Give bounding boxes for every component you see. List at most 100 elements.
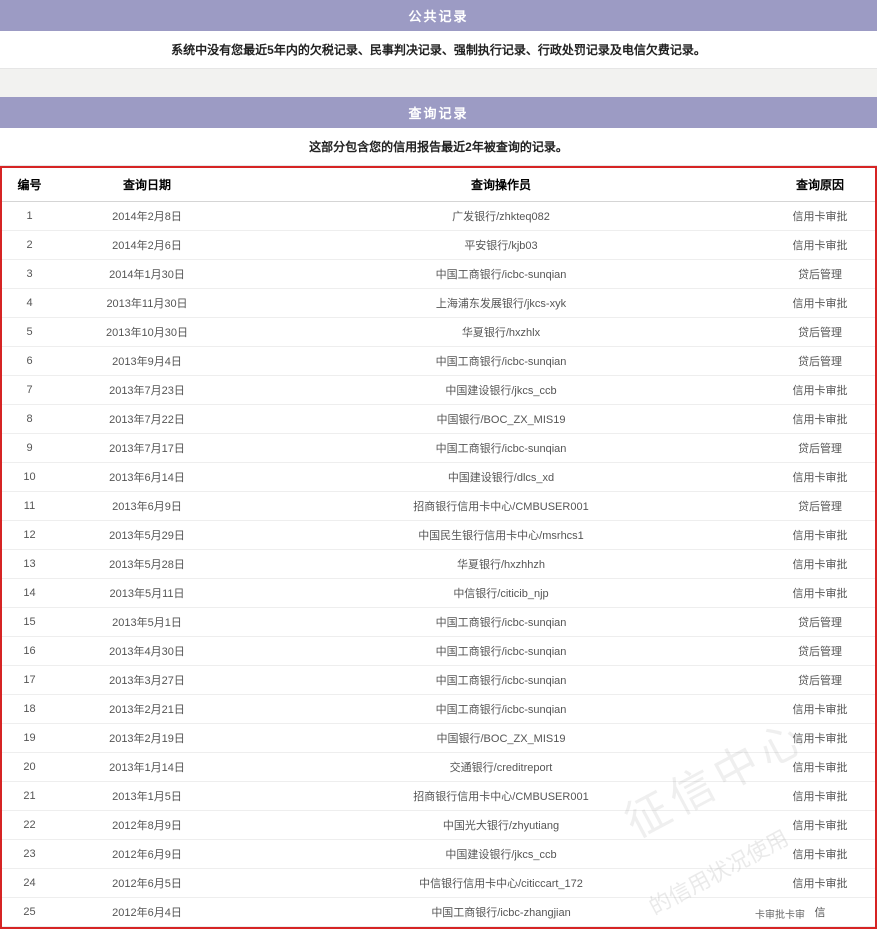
table-cell-date: 2014年1月30日 — [57, 260, 237, 289]
table-row: 72013年7月23日中国建设银行/jkcs_ccb信用卡审批 — [2, 376, 875, 405]
table-cell-reason: 信用卡审批 — [765, 724, 875, 753]
table-cell-idx: 20 — [2, 753, 57, 782]
table-cell-reason: 信用卡审批 — [765, 550, 875, 579]
table-cell-idx: 17 — [2, 666, 57, 695]
table-row: 82013年7月22日中国银行/BOC_ZX_MIS19信用卡审批 — [2, 405, 875, 434]
table-row: 52013年10月30日华夏银行/hxzhlx贷后管理 — [2, 318, 875, 347]
col-header-operator: 查询操作员 — [237, 168, 765, 202]
table-cell-reason: 信用卡审批 — [765, 521, 875, 550]
table-cell-reason: 信用卡审批 — [765, 782, 875, 811]
table-cell-idx: 25 — [2, 898, 57, 927]
table-cell-reason: 信用卡审批 — [765, 405, 875, 434]
table-cell-idx: 8 — [2, 405, 57, 434]
table-row: 172013年3月27日中国工商银行/icbc-sunqian贷后管理 — [2, 666, 875, 695]
table-cell-reason: 贷后管理 — [765, 492, 875, 521]
table-cell-date: 2013年11月30日 — [57, 289, 237, 318]
table-cell-reason: 信用卡审批 — [765, 811, 875, 840]
table-cell-date: 2013年10月30日 — [57, 318, 237, 347]
table-row: 192013年2月19日中国银行/BOC_ZX_MIS19信用卡审批 — [2, 724, 875, 753]
table-cell-op: 中国银行/BOC_ZX_MIS19 — [237, 405, 765, 434]
table-cell-idx: 10 — [2, 463, 57, 492]
col-header-idx: 编号 — [2, 168, 57, 202]
table-cell-date: 2013年7月22日 — [57, 405, 237, 434]
table-cell-date: 2013年1月5日 — [57, 782, 237, 811]
table-cell-op: 华夏银行/hxzhlx — [237, 318, 765, 347]
table-cell-idx: 9 — [2, 434, 57, 463]
table-cell-reason: 贷后管理 — [765, 608, 875, 637]
table-header-row: 编号 查询日期 查询操作员 查询原因 — [2, 168, 875, 202]
table-cell-op: 中国光大银行/zhyutiang — [237, 811, 765, 840]
table-cell-date: 2013年9月4日 — [57, 347, 237, 376]
table-cell-idx: 11 — [2, 492, 57, 521]
section-gap — [0, 69, 877, 97]
table-row: 92013年7月17日中国工商银行/icbc-sunqian贷后管理 — [2, 434, 875, 463]
table-cell-op: 中国工商银行/icbc-sunqian — [237, 637, 765, 666]
table-cell-reason: 贷后管理 — [765, 434, 875, 463]
table-cell-idx: 6 — [2, 347, 57, 376]
table-cell-date: 2014年2月8日 — [57, 202, 237, 231]
table-cell-date: 2012年6月5日 — [57, 869, 237, 898]
table-cell-op: 中国民生银行信用卡中心/msrhcs1 — [237, 521, 765, 550]
table-cell-date: 2013年5月29日 — [57, 521, 237, 550]
table-row: 122013年5月29日中国民生银行信用卡中心/msrhcs1信用卡审批 — [2, 521, 875, 550]
table-row: 212013年1月5日招商银行信用卡中心/CMBUSER001信用卡审批 — [2, 782, 875, 811]
table-cell-reason: 信用卡审批 — [765, 840, 875, 869]
table-row: 232012年6月9日中国建设银行/jkcs_ccb信用卡审批 — [2, 840, 875, 869]
table-row: 252012年6月4日中国工商银行/icbc-zhangjian信 — [2, 898, 875, 927]
table-cell-date: 2013年2月19日 — [57, 724, 237, 753]
table-cell-op: 中国工商银行/icbc-sunqian — [237, 434, 765, 463]
table-cell-reason: 贷后管理 — [765, 637, 875, 666]
table-cell-op: 平安银行/kjb03 — [237, 231, 765, 260]
col-header-reason: 查询原因 — [765, 168, 875, 202]
table-cell-op: 招商银行信用卡中心/CMBUSER001 — [237, 492, 765, 521]
table-cell-idx: 19 — [2, 724, 57, 753]
table-body: 12014年2月8日广发银行/zhkteq082信用卡审批22014年2月6日平… — [2, 202, 875, 927]
table-cell-date: 2013年7月17日 — [57, 434, 237, 463]
table-cell-op: 中国银行/BOC_ZX_MIS19 — [237, 724, 765, 753]
table-cell-reason: 信用卡审批 — [765, 695, 875, 724]
table-cell-idx: 13 — [2, 550, 57, 579]
public-record-header: 公共记录 — [0, 0, 877, 31]
table-cell-reason: 贷后管理 — [765, 666, 875, 695]
query-record-header: 查询记录 — [0, 97, 877, 128]
table-cell-idx: 2 — [2, 231, 57, 260]
table-cell-reason: 信用卡审批 — [765, 376, 875, 405]
table-cell-reason: 信用卡审批 — [765, 231, 875, 260]
table-cell-date: 2013年2月21日 — [57, 695, 237, 724]
table-cell-op: 中国建设银行/dlcs_xd — [237, 463, 765, 492]
table-cell-op: 中国建设银行/jkcs_ccb — [237, 840, 765, 869]
table-cell-reason: 信用卡审批 — [765, 753, 875, 782]
table-row: 102013年6月14日中国建设银行/dlcs_xd信用卡审批 — [2, 463, 875, 492]
table-cell-op: 中国工商银行/icbc-zhangjian — [237, 898, 765, 927]
table-cell-date: 2013年6月9日 — [57, 492, 237, 521]
table-cell-op: 中国工商银行/icbc-sunqian — [237, 608, 765, 637]
footer-note: 卡审批卡审 — [755, 906, 805, 921]
table-cell-op: 中国工商银行/icbc-sunqian — [237, 695, 765, 724]
table-row: 32014年1月30日中国工商银行/icbc-sunqian贷后管理 — [2, 260, 875, 289]
table-cell-op: 华夏银行/hxzhhzh — [237, 550, 765, 579]
table-cell-date: 2012年8月9日 — [57, 811, 237, 840]
table-cell-reason: 信用卡审批 — [765, 869, 875, 898]
table-cell-op: 中国工商银行/icbc-sunqian — [237, 666, 765, 695]
table-cell-idx: 4 — [2, 289, 57, 318]
table-cell-date: 2012年6月9日 — [57, 840, 237, 869]
table-cell-idx: 16 — [2, 637, 57, 666]
table-cell-reason: 贷后管理 — [765, 318, 875, 347]
table-cell-idx: 12 — [2, 521, 57, 550]
table-row: 242012年6月5日中信银行信用卡中心/citiccart_172信用卡审批 — [2, 869, 875, 898]
query-table-container: 征信中心 的信用状况使用 编号 查询日期 查询操作员 查询原因 12014年2月… — [0, 166, 877, 929]
table-cell-idx: 5 — [2, 318, 57, 347]
table-cell-op: 中信银行信用卡中心/citiccart_172 — [237, 869, 765, 898]
table-row: 62013年9月4日中国工商银行/icbc-sunqian贷后管理 — [2, 347, 875, 376]
table-cell-idx: 23 — [2, 840, 57, 869]
table-cell-idx: 24 — [2, 869, 57, 898]
query-record-subtext: 这部分包含您的信用报告最近2年被查询的记录。 — [0, 128, 877, 166]
table-cell-idx: 3 — [2, 260, 57, 289]
table-cell-idx: 1 — [2, 202, 57, 231]
table-cell-op: 中国工商银行/icbc-sunqian — [237, 347, 765, 376]
table-row: 22014年2月6日平安银行/kjb03信用卡审批 — [2, 231, 875, 260]
table-cell-date: 2014年2月6日 — [57, 231, 237, 260]
table-cell-reason: 贷后管理 — [765, 347, 875, 376]
table-cell-reason: 信用卡审批 — [765, 463, 875, 492]
table-cell-date: 2012年6月4日 — [57, 898, 237, 927]
